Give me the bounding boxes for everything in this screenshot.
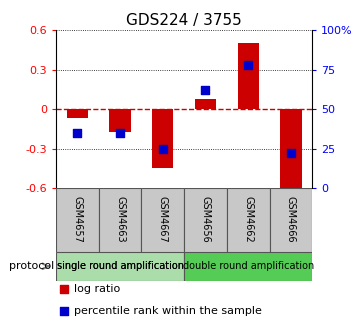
Point: [203, 88, 208, 93]
Point: [61, 308, 66, 313]
Text: double round amplification: double round amplification: [183, 261, 314, 271]
Text: GSM4662: GSM4662: [243, 196, 253, 243]
Bar: [280, 109, 301, 191]
Bar: [184, 188, 227, 252]
Text: GSM4656: GSM4656: [200, 196, 210, 243]
Text: protocol: protocol: [9, 261, 54, 271]
Bar: [195, 99, 216, 109]
Bar: [56, 188, 99, 252]
Point: [61, 286, 66, 292]
Point: [288, 151, 294, 156]
Point: [74, 130, 80, 135]
Point: [117, 130, 123, 135]
Bar: [109, 109, 131, 132]
Bar: [142, 188, 184, 252]
Bar: [67, 109, 88, 118]
Point: [245, 62, 251, 68]
Text: GSM4667: GSM4667: [158, 196, 168, 243]
Text: GSM4666: GSM4666: [286, 196, 296, 243]
Text: single round amplification: single round amplification: [57, 261, 183, 271]
Bar: [99, 188, 142, 252]
Bar: [56, 252, 184, 281]
Point: [160, 146, 166, 151]
Text: GSM4663: GSM4663: [115, 196, 125, 243]
Bar: [152, 109, 173, 168]
Bar: [227, 188, 270, 252]
Bar: [270, 188, 312, 252]
Title: GDS224 / 3755: GDS224 / 3755: [126, 13, 242, 28]
Text: log ratio: log ratio: [74, 284, 120, 294]
Text: single round amplification: single round amplification: [57, 261, 183, 271]
Bar: [238, 43, 259, 109]
Bar: [184, 252, 312, 281]
Text: GSM4657: GSM4657: [72, 196, 82, 243]
Text: percentile rank within the sample: percentile rank within the sample: [74, 306, 262, 316]
